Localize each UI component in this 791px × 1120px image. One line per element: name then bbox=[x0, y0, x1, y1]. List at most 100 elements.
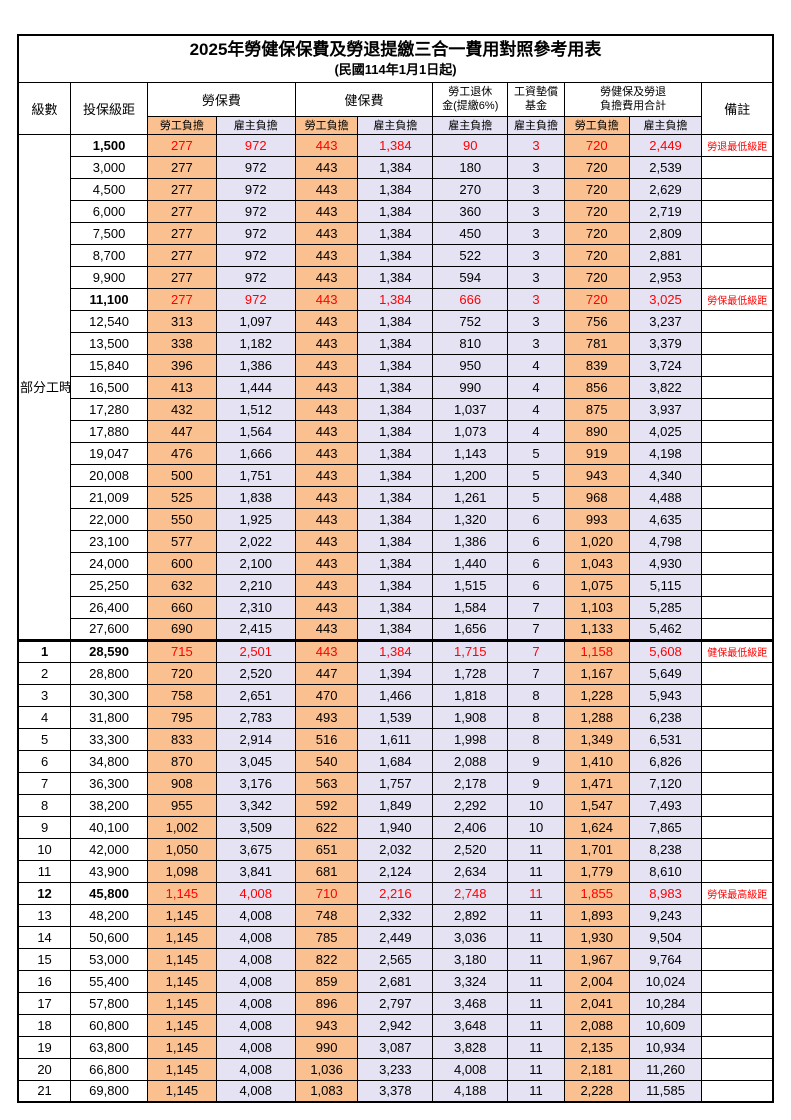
wage-fund-employer-cell: 10 bbox=[507, 793, 565, 817]
wage-fund-employer-cell: 3 bbox=[507, 155, 565, 179]
labor-employer-cell: 1,838 bbox=[215, 485, 296, 509]
pension-employer-cell: 90 bbox=[432, 133, 509, 157]
wage-fund-employer-cell: 6 bbox=[507, 573, 565, 597]
bracket-cell: 19,047 bbox=[70, 441, 148, 465]
health-employee-cell: 443 bbox=[294, 353, 359, 377]
total-employer-cell: 11,585 bbox=[628, 1079, 703, 1103]
wage-fund-employer-cell: 9 bbox=[507, 749, 565, 773]
wage-fund-employer-cell: 7 bbox=[507, 638, 565, 663]
header-total-line1: 勞健保及勞退 bbox=[600, 85, 667, 98]
level-cell: 2 bbox=[17, 661, 72, 685]
health-employee-cell: 710 bbox=[294, 881, 359, 905]
total-employer-cell: 10,024 bbox=[628, 969, 703, 993]
table-row: 27,600 690 2,415 443 1,384 1,656 7 1,133 5,462 bbox=[18, 617, 774, 641]
health-employer-cell: 1,384 bbox=[357, 309, 434, 333]
total-employee-cell: 720 bbox=[563, 155, 630, 179]
bracket-cell: 43,900 bbox=[70, 859, 148, 883]
table-row: 8 38,200 955 3,342 592 1,849 2,292 10 1,547 7,493 bbox=[17, 793, 774, 817]
labor-employer-cell: 1,512 bbox=[215, 397, 296, 421]
pension-employer-cell: 1,440 bbox=[432, 551, 509, 575]
labor-employee-cell: 690 bbox=[147, 617, 217, 641]
bracket-cell: 55,400 bbox=[70, 969, 148, 993]
total-employee-cell: 839 bbox=[563, 353, 630, 377]
level-cell: 14 bbox=[17, 925, 72, 949]
wage-fund-employer-cell: 8 bbox=[507, 683, 565, 707]
note-cell bbox=[701, 925, 774, 949]
bracket-cell: 25,250 bbox=[70, 573, 148, 597]
bracket-cell: 26,400 bbox=[70, 595, 148, 619]
total-employee-cell: 1,701 bbox=[563, 837, 630, 861]
bracket-cell: 7,500 bbox=[70, 221, 148, 245]
health-employee-cell: 1,083 bbox=[294, 1079, 359, 1103]
table-row: 6,000 277 972 443 1,384 360 3 720 2,719 bbox=[18, 199, 774, 223]
header-wage-fund-line2: 基金 bbox=[525, 100, 548, 113]
health-employer-cell: 1,384 bbox=[357, 507, 434, 531]
total-employer-cell: 7,493 bbox=[628, 793, 703, 817]
total-employee-cell: 2,088 bbox=[563, 1013, 630, 1037]
level-cell: 7 bbox=[17, 771, 72, 795]
labor-employee-cell: 1,145 bbox=[147, 903, 217, 927]
health-employee-cell: 443 bbox=[294, 617, 359, 641]
labor-employee-cell: 1,145 bbox=[147, 881, 217, 905]
pension-employer-cell: 1,515 bbox=[432, 573, 509, 597]
labor-employer-cell: 2,651 bbox=[215, 683, 296, 707]
labor-employee-cell: 758 bbox=[147, 683, 217, 707]
labor-employee-cell: 660 bbox=[147, 595, 217, 619]
labor-employee-cell: 550 bbox=[147, 507, 217, 531]
note-cell: 勞保最高級距 bbox=[701, 881, 774, 905]
table-row: 14 50,600 1,145 4,008 785 2,449 3,036 11 1,930 9,… bbox=[17, 925, 774, 949]
health-employer-cell: 1,384 bbox=[357, 353, 434, 377]
health-employee-cell: 896 bbox=[294, 991, 359, 1015]
total-employee-cell: 781 bbox=[563, 331, 630, 355]
bracket-cell: 23,100 bbox=[70, 529, 148, 553]
level-cell: 15 bbox=[17, 947, 72, 971]
header-pension: 勞工退休 金(提繳6%) bbox=[432, 81, 509, 117]
labor-employer-cell: 3,841 bbox=[215, 859, 296, 883]
note-cell bbox=[701, 595, 774, 619]
health-employee-cell: 990 bbox=[294, 1035, 359, 1059]
level-cell: 11 bbox=[17, 859, 72, 883]
labor-employee-cell: 955 bbox=[147, 793, 217, 817]
labor-employer-cell: 4,008 bbox=[215, 1035, 296, 1059]
level-cell: 4 bbox=[17, 705, 72, 729]
bracket-cell: 4,500 bbox=[70, 177, 148, 201]
header-labor-employee: 勞工負擔 bbox=[147, 115, 217, 135]
note-cell bbox=[701, 485, 774, 509]
note-cell bbox=[701, 155, 774, 179]
header-total-employee: 勞工負擔 bbox=[563, 115, 630, 135]
wage-fund-employer-cell: 11 bbox=[507, 1057, 565, 1081]
note-cell bbox=[701, 265, 774, 289]
health-employer-cell: 3,087 bbox=[357, 1035, 434, 1059]
total-employee-cell: 2,004 bbox=[563, 969, 630, 993]
bracket-cell: 63,800 bbox=[70, 1035, 148, 1059]
labor-employer-cell: 1,564 bbox=[215, 419, 296, 443]
health-employer-cell: 1,384 bbox=[357, 199, 434, 223]
total-employer-cell: 2,539 bbox=[628, 155, 703, 179]
health-employer-cell: 1,757 bbox=[357, 771, 434, 795]
pension-employer-cell: 2,178 bbox=[432, 771, 509, 795]
table-row: 21 69,800 1,145 4,008 1,083 3,378 4,188 11 2,228… bbox=[17, 1079, 774, 1103]
wage-fund-employer-cell: 11 bbox=[507, 903, 565, 927]
wage-fund-employer-cell: 11 bbox=[507, 1013, 565, 1037]
level-cell: 3 bbox=[17, 683, 72, 707]
health-employer-cell: 2,565 bbox=[357, 947, 434, 971]
total-employer-cell: 2,809 bbox=[628, 221, 703, 245]
labor-employer-cell: 3,045 bbox=[215, 749, 296, 773]
pension-employer-cell: 2,292 bbox=[432, 793, 509, 817]
note-cell bbox=[701, 375, 774, 399]
health-employer-cell: 1,611 bbox=[357, 727, 434, 751]
bracket-cell: 17,280 bbox=[70, 397, 148, 421]
labor-employer-cell: 2,783 bbox=[215, 705, 296, 729]
bracket-cell: 57,800 bbox=[70, 991, 148, 1015]
pension-employer-cell: 3,036 bbox=[432, 925, 509, 949]
header-note: 備註 bbox=[701, 81, 774, 135]
level-cell: 9 bbox=[17, 815, 72, 839]
table-row: 17,880 447 1,564 443 1,384 1,073 4 890 4,025 bbox=[18, 419, 774, 443]
total-employer-cell: 6,531 bbox=[628, 727, 703, 751]
labor-employer-cell: 4,008 bbox=[215, 925, 296, 949]
table-row: 20 66,800 1,145 4,008 1,036 3,233 4,008 11 2,181… bbox=[17, 1057, 774, 1081]
table-row: 11,100 277 972 443 1,384 666 3 720 3,025 勞保最低級距 bbox=[18, 287, 774, 311]
bracket-cell: 12,540 bbox=[70, 309, 148, 333]
health-employer-cell: 1,384 bbox=[357, 463, 434, 487]
health-employee-cell: 785 bbox=[294, 925, 359, 949]
